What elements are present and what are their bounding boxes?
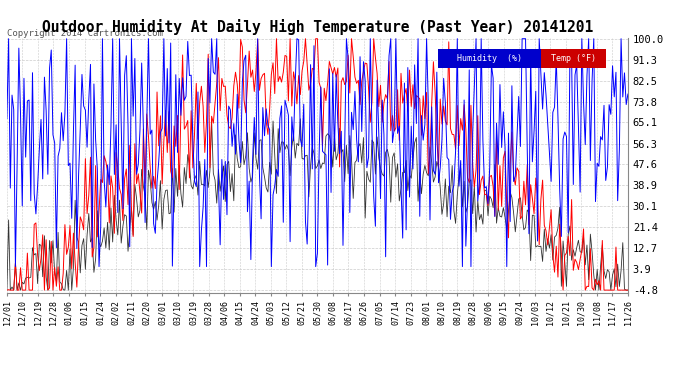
- FancyBboxPatch shape: [541, 49, 606, 68]
- Title: Outdoor Humidity At Daily High Temperature (Past Year) 20141201: Outdoor Humidity At Daily High Temperatu…: [42, 19, 593, 35]
- Text: Copyright 2014 Cartronics.com: Copyright 2014 Cartronics.com: [7, 28, 163, 38]
- Text: Humidity  (%): Humidity (%): [457, 54, 522, 63]
- Text: Temp (°F): Temp (°F): [551, 54, 596, 63]
- FancyBboxPatch shape: [439, 49, 541, 68]
